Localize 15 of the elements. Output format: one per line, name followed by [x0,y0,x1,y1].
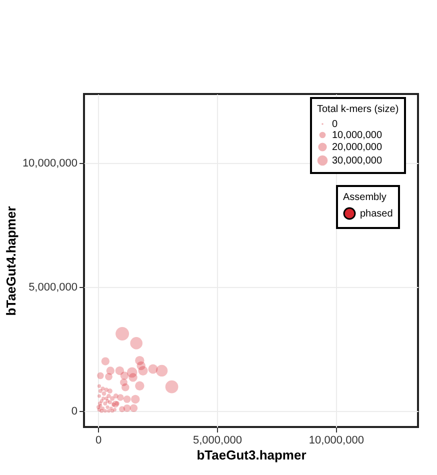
x-tick-label: 10,000,000 [308,434,364,446]
y-tick-label: 0 [71,405,78,418]
legend-label: 0 [332,119,338,130]
annotation: Assembly [343,192,386,203]
x-tick-label: 5,000,000 [193,434,242,446]
y-tick-label: 10,000,000 [22,157,78,170]
legend-label: phased [360,208,393,220]
legend-label: 20,000,000 [332,142,382,153]
y-tick-label: 5,000,000 [28,281,78,294]
legend-title: Total k-mers (size) [317,104,399,115]
legend-label: 10,000,000 [332,130,382,141]
y-axis-title: bTaeGut4.hapmer [3,206,18,316]
x-tick-label: 0 [95,434,102,446]
legend-label: 30,000,000 [332,156,382,166]
x-axis-title: bTaeGut3.hapmer [196,448,306,462]
